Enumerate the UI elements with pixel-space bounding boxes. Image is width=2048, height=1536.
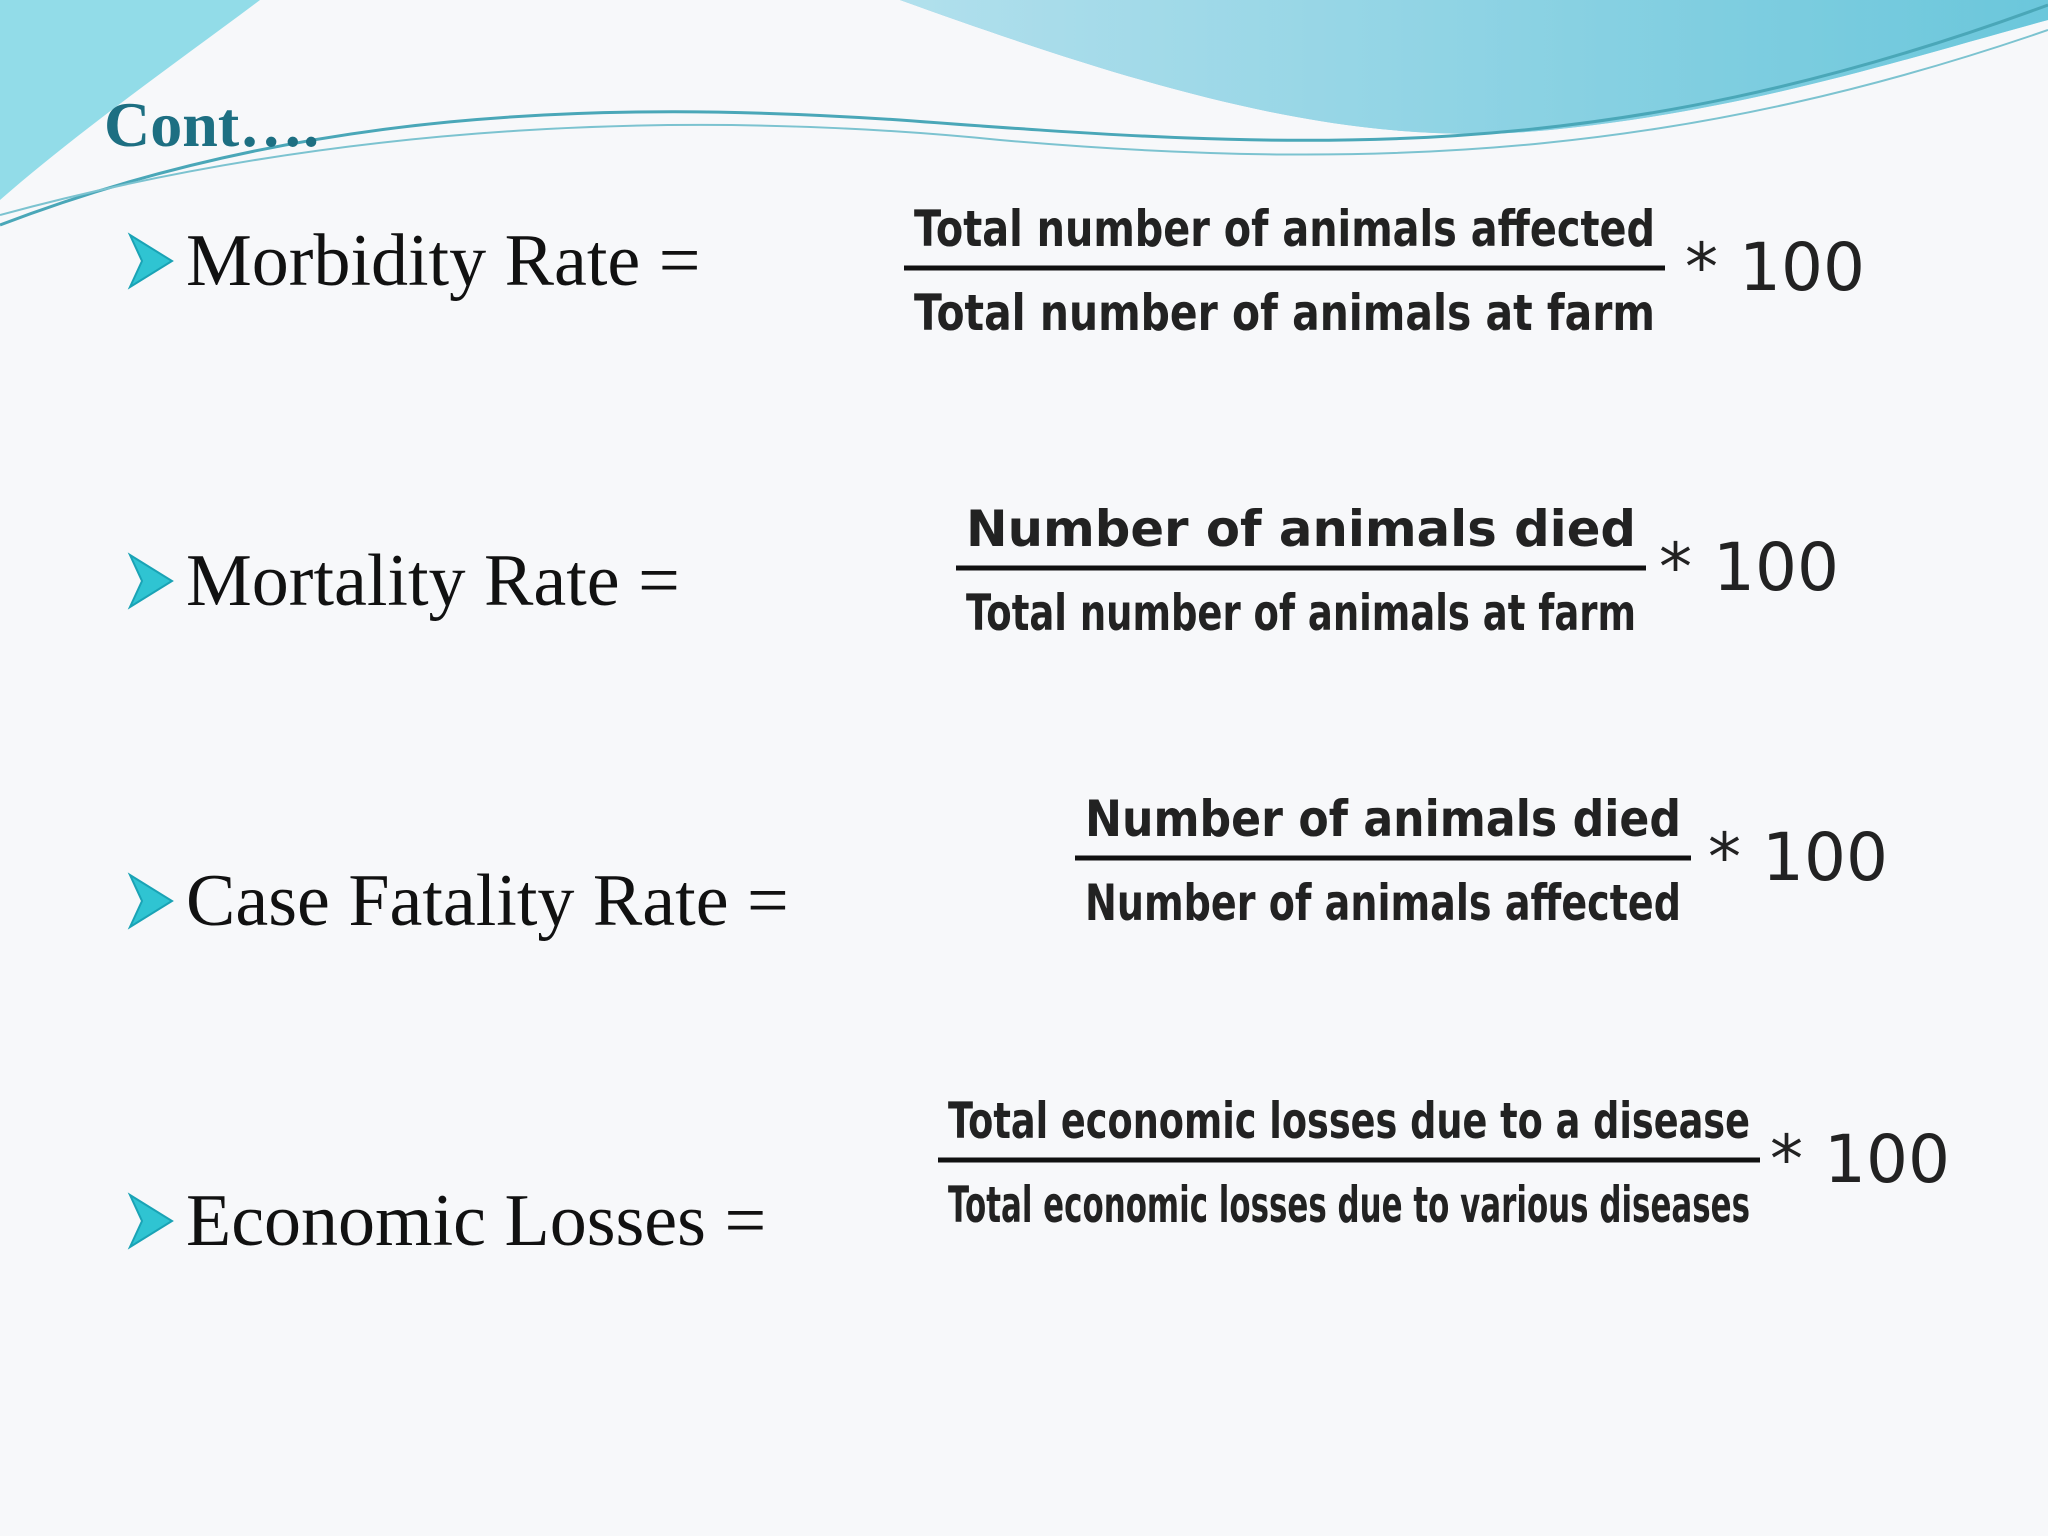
item-label: Morbidity Rate = — [186, 220, 700, 302]
wave-line — [0, 29, 2048, 216]
multiplier: * 100 — [1685, 229, 1865, 306]
denominator: Total number of animals at farm — [966, 584, 1636, 642]
denominator: Total economic losses due to various dis… — [948, 1176, 1750, 1234]
bullet-arrow — [127, 552, 174, 610]
bullet-arrow — [127, 872, 174, 930]
item-label: Case Fatality Rate = — [186, 860, 789, 942]
bullet-arrow — [127, 232, 174, 290]
numerator: Total economic losses due to a disease — [948, 1092, 1750, 1150]
wave-line — [0, 3, 2048, 227]
item-label: Economic Losses = — [186, 1180, 766, 1262]
numerator: Number of animals died — [1085, 790, 1681, 848]
multiplier: * 100 — [1770, 1121, 1950, 1198]
denominator: Total number of animals at farm — [914, 284, 1655, 342]
slide-title: Cont…. — [104, 89, 319, 160]
bullet-arrow — [127, 1192, 174, 1250]
multiplier: * 100 — [1659, 529, 1839, 606]
numerator: Total number of animals affected — [914, 200, 1655, 258]
header-wave-light — [900, 0, 2048, 134]
denominator: Number of animals affected — [1085, 874, 1681, 932]
corner-wave — [0, 0, 260, 200]
item-label: Mortality Rate = — [186, 540, 680, 622]
multiplier: * 100 — [1708, 819, 1888, 896]
numerator: Number of animals died — [966, 500, 1636, 558]
